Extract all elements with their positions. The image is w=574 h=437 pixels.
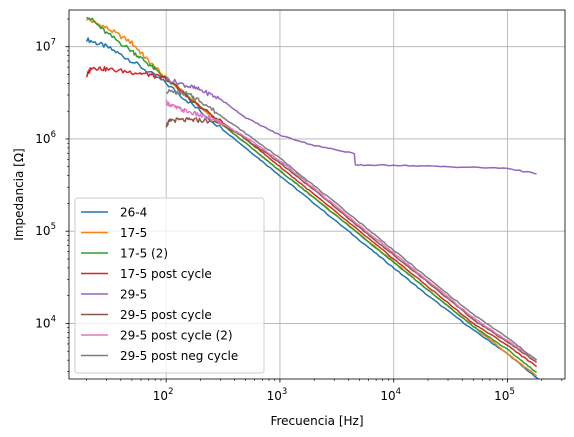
- plot-frame: [68, 9, 566, 380]
- legend-label: 29-5: [120, 288, 147, 302]
- legend-label: 29-5 post cycle: [120, 308, 212, 322]
- legend-label: 26-4: [120, 206, 147, 220]
- y-tick-label: 105: [35, 222, 56, 238]
- series-lines: [85, 16, 540, 379]
- series-line-4: [85, 65, 538, 368]
- legend-label: 17-5 (2): [120, 247, 168, 261]
- x-tick-label: 104: [380, 387, 401, 403]
- legend-label: 17-5 post cycle: [120, 267, 212, 281]
- x-tick-label: 103: [267, 387, 288, 403]
- y-tick-label: 104: [35, 314, 56, 330]
- series-line-5: [165, 76, 537, 175]
- grid: [69, 10, 565, 379]
- legend-label: 29-5 post neg cycle: [120, 349, 238, 363]
- legend-label: 17-5: [120, 226, 147, 240]
- series-line-8: [166, 88, 538, 361]
- series-line-1: [85, 37, 540, 379]
- legend-label: 29-5 post cycle (2): [120, 329, 233, 343]
- x-tick-label: 105: [494, 387, 515, 403]
- y-axis-label: Impedancia [Ω]: [12, 148, 26, 240]
- x-axis-label: Frecuencia [Hz]: [270, 414, 363, 428]
- y-tick-label: 106: [35, 130, 56, 146]
- series-line-6: [165, 117, 537, 363]
- legend: 26-4 17-5 17-5 (2) 17-5 post cycle 29-5 29-5 …: [74, 197, 265, 374]
- y-tick-label: 107: [35, 38, 56, 54]
- series-line-7: [165, 99, 538, 361]
- x-tick-label: 102: [153, 387, 174, 403]
- legend-box: [74, 197, 265, 374]
- series-line-3: [86, 16, 538, 374]
